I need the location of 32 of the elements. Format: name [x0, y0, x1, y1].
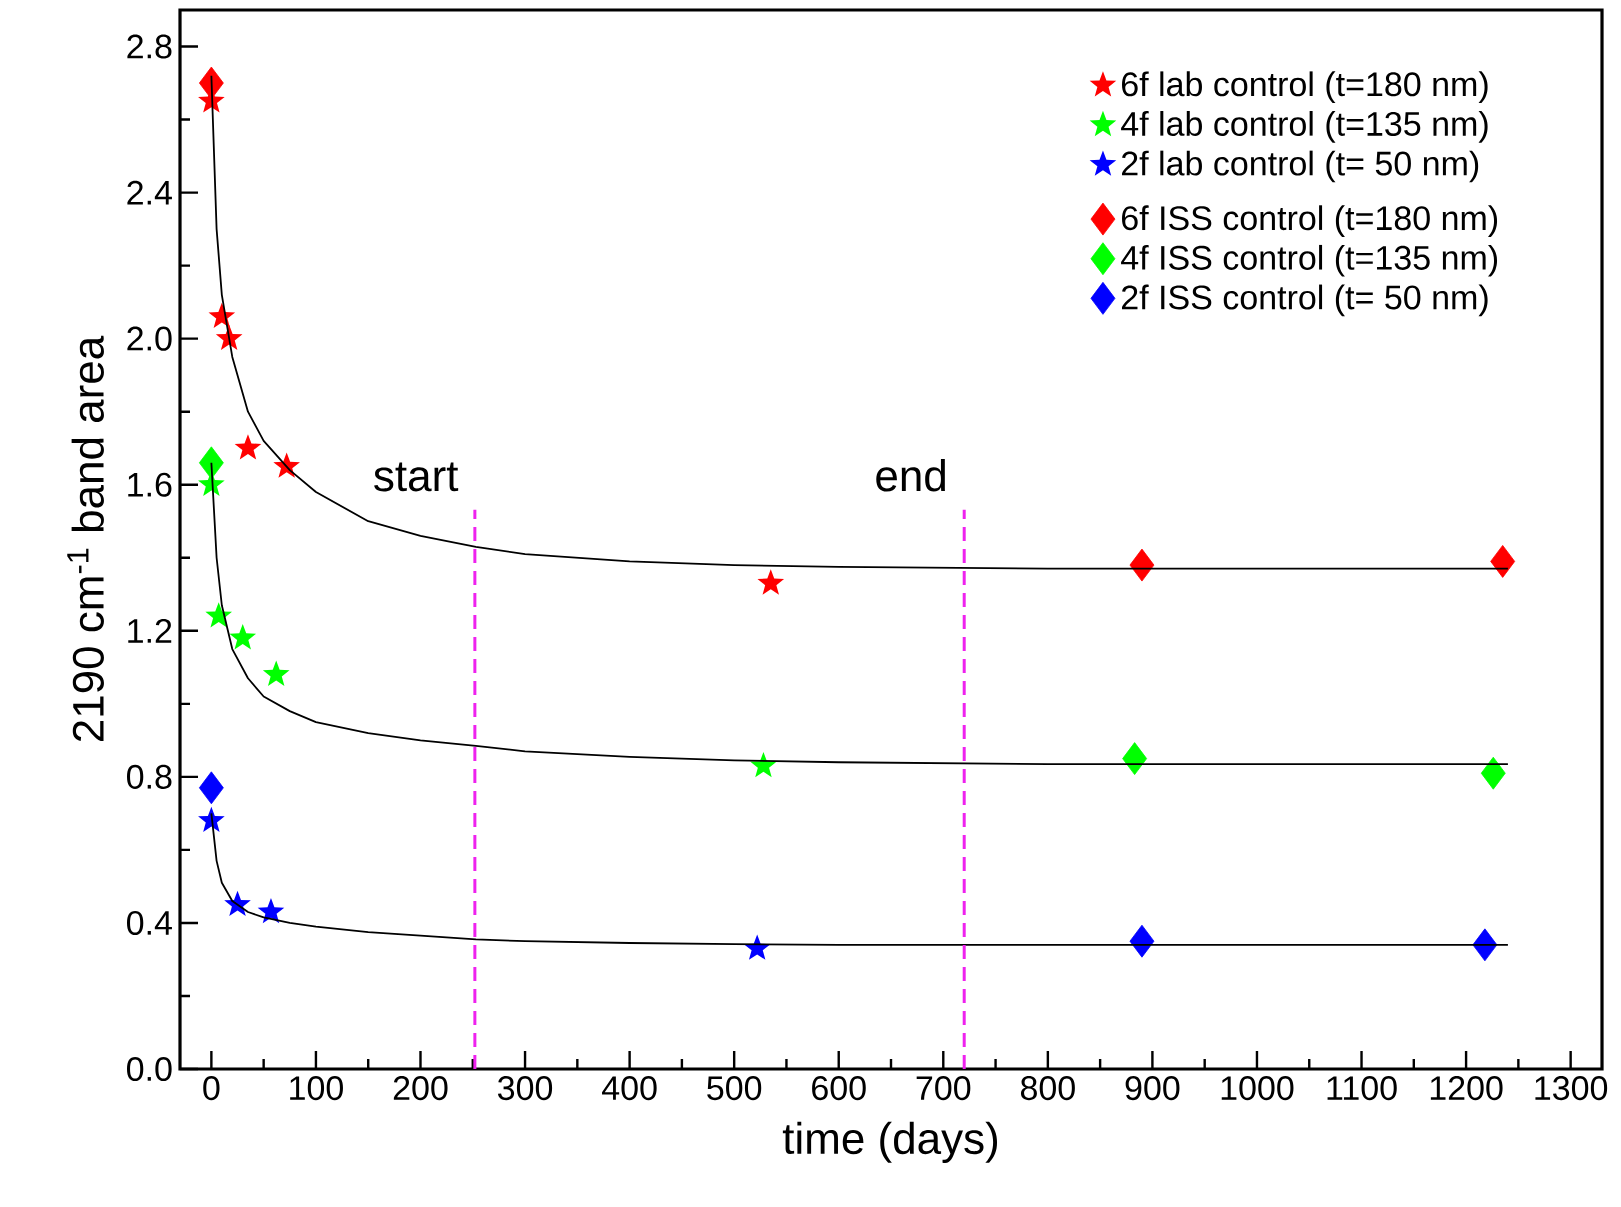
x-tick-label: 100: [290, 1076, 343, 1101]
legend-label: 6f lab control (t=180 nm): [1122, 71, 1488, 104]
x-tick-label: 800: [1020, 1076, 1075, 1101]
x-tick-label: 1100: [1327, 1076, 1397, 1101]
x-tick-label: 600: [812, 1076, 866, 1101]
x-tick-label: 300: [497, 1076, 553, 1101]
x-tick-label: 1300: [1535, 1076, 1608, 1101]
x-tick-label: 0: [203, 1076, 220, 1101]
y-tick-label: 1.6: [128, 472, 172, 497]
x-axis-title: time (days): [782, 1121, 998, 1163]
ref-line-label: start: [374, 462, 459, 492]
y-tick-label: 2.0: [127, 326, 172, 351]
ref-line-label: end: [876, 459, 945, 492]
y-tick-label: 0.8: [126, 764, 172, 789]
x-tick-label: 400: [602, 1076, 657, 1101]
y-tick-label: 1.2: [128, 618, 172, 643]
y-tick-label: 0.4: [126, 910, 172, 935]
legend-label: 4f ISS control (t=135 nm): [1121, 244, 1498, 277]
x-tick-label: 900: [1125, 1076, 1180, 1101]
x-tick-label: 500: [707, 1076, 762, 1101]
y-tick-label: 2.4: [127, 180, 172, 205]
y-tick-label: 2.8: [127, 34, 172, 59]
x-tick-label: 700: [916, 1076, 971, 1101]
x-tick-label: 1000: [1221, 1076, 1294, 1101]
x-tick-label: 1200: [1430, 1076, 1503, 1101]
x-tick-label: 200: [393, 1076, 448, 1101]
legend-label: 2f lab control (t= 50 nm): [1122, 150, 1479, 183]
legend-label: 2f ISS control (t= 50 nm): [1122, 284, 1488, 317]
y-axis-title: 2190 cm$^{-1}$ band area: [67, 335, 104, 742]
y-tick-label: 0.0: [126, 1056, 172, 1082]
legend-label: 6f ISS control (t=180 nm): [1122, 205, 1498, 237]
legend-label: 4f lab control (t=135 nm): [1121, 111, 1488, 143]
